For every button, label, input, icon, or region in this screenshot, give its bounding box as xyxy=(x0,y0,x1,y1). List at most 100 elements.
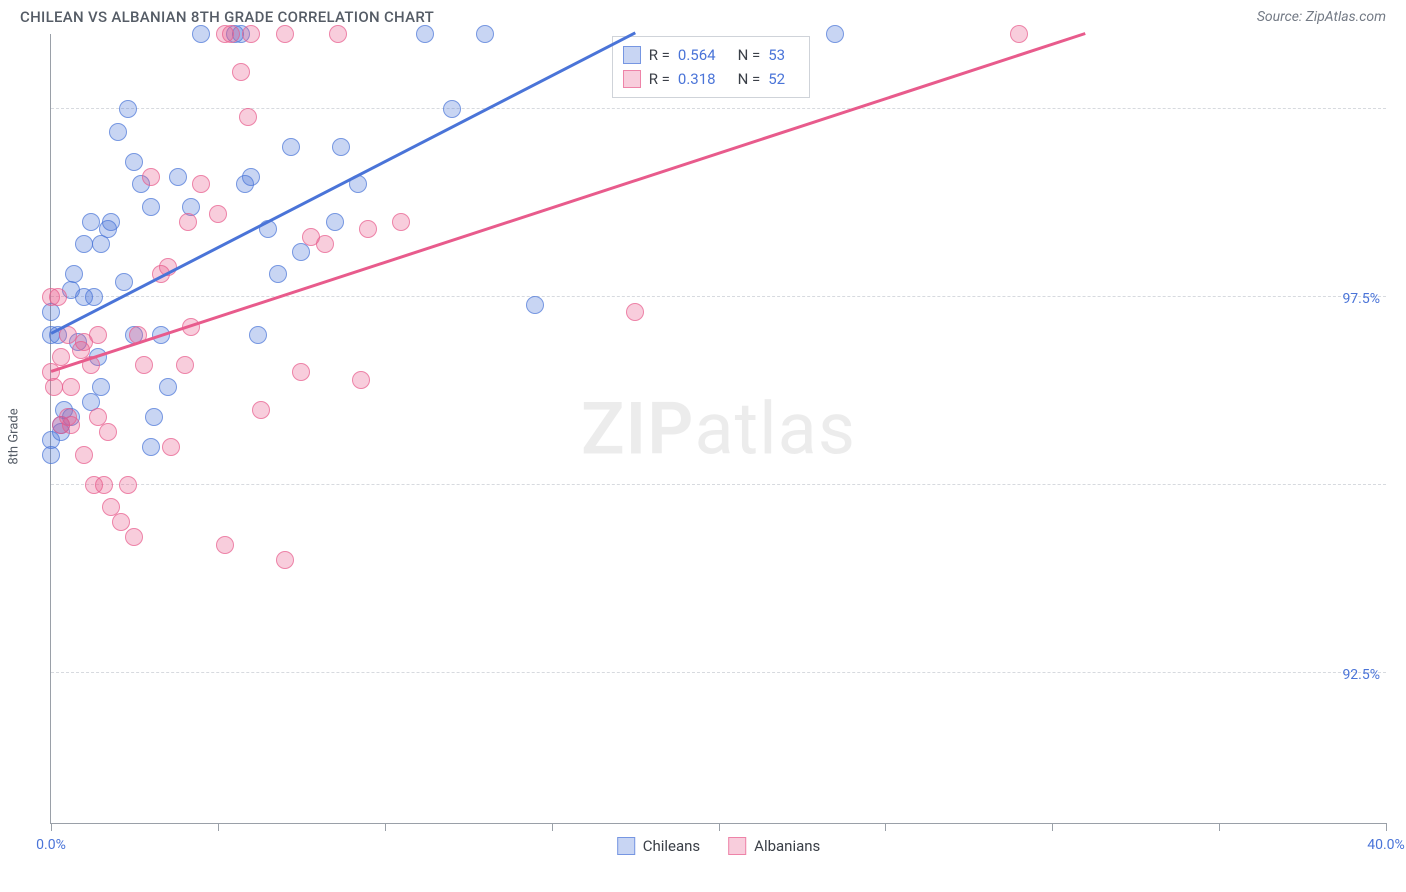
legend-swatch-chileans xyxy=(623,46,641,64)
n-label: N = xyxy=(738,67,761,91)
legend-label-albanians: Albanians xyxy=(754,837,820,855)
scatter-point-chileans xyxy=(526,296,544,314)
scatter-point-albanians xyxy=(162,438,180,456)
x-tick-label: 0.0% xyxy=(36,837,66,853)
scatter-point-chileans xyxy=(269,265,287,283)
scatter-point-chileans xyxy=(102,213,120,231)
scatter-point-chileans xyxy=(326,213,344,231)
scatter-point-albanians xyxy=(119,476,137,494)
correlation-row-albanians: R = 0.318 N = 52 xyxy=(623,67,799,91)
watermark-atlas: atlas xyxy=(694,386,856,471)
correlation-row-chileans: R = 0.564 N = 53 xyxy=(623,43,799,67)
x-tick xyxy=(1386,823,1387,831)
scatter-point-chileans xyxy=(109,123,127,141)
legend-item-chileans: Chileans xyxy=(617,837,700,855)
scatter-point-chileans xyxy=(142,198,160,216)
x-tick xyxy=(719,823,720,831)
scatter-point-albanians xyxy=(276,551,294,569)
scatter-point-albanians xyxy=(142,168,160,186)
scatter-point-albanians xyxy=(626,303,644,321)
scatter-point-albanians xyxy=(112,513,130,531)
y-axis-label: 8th Grade xyxy=(7,408,22,464)
watermark-zip: ZIP xyxy=(581,386,694,471)
r-value-chileans: 0.564 xyxy=(678,43,716,67)
scatter-point-albanians xyxy=(316,235,334,253)
scatter-point-albanians xyxy=(239,108,257,126)
scatter-point-chileans xyxy=(42,446,60,464)
scatter-point-chileans xyxy=(85,288,103,306)
scatter-point-albanians xyxy=(1010,25,1028,43)
scatter-point-chileans xyxy=(75,235,93,253)
legend-swatch-chileans xyxy=(617,837,635,855)
n-value-chileans: 53 xyxy=(768,43,785,67)
watermark: ZIPatlas xyxy=(581,386,856,471)
scatter-point-albanians xyxy=(222,25,240,43)
scatter-point-chileans xyxy=(332,138,350,156)
grid-line-h xyxy=(51,484,1386,485)
scatter-point-albanians xyxy=(135,356,153,374)
scatter-point-albanians xyxy=(89,326,107,344)
x-tick xyxy=(385,823,386,831)
scatter-point-chileans xyxy=(115,273,133,291)
scatter-point-chileans xyxy=(282,138,300,156)
scatter-point-chileans xyxy=(142,438,160,456)
n-value-albanians: 52 xyxy=(768,67,785,91)
x-tick xyxy=(51,823,52,831)
scatter-point-chileans xyxy=(292,243,310,261)
scatter-point-albanians xyxy=(329,25,347,43)
correlation-box: R = 0.564 N = 53 R = 0.318 N = 52 xyxy=(612,36,810,98)
r-label: R = xyxy=(649,67,670,91)
x-tick xyxy=(885,823,886,831)
scatter-point-albanians xyxy=(292,363,310,381)
scatter-point-albanians xyxy=(252,401,270,419)
legend-swatch-albanians xyxy=(623,70,641,88)
scatter-point-albanians xyxy=(49,288,67,306)
y-tick-label: 92.5% xyxy=(1342,667,1380,683)
r-label: R = xyxy=(649,43,670,67)
scatter-point-albanians xyxy=(232,63,250,81)
chart-source: Source: ZipAtlas.com xyxy=(1257,9,1386,25)
scatter-point-chileans xyxy=(476,25,494,43)
scatter-point-chileans xyxy=(145,408,163,426)
chart-title: CHILEAN VS ALBANIAN 8TH GRADE CORRELATIO… xyxy=(20,8,434,26)
scatter-point-chileans xyxy=(65,265,83,283)
scatter-point-chileans xyxy=(443,100,461,118)
r-value-albanians: 0.318 xyxy=(678,67,716,91)
scatter-point-albanians xyxy=(75,446,93,464)
scatter-point-chileans xyxy=(242,168,260,186)
plot-area: ZIPatlas R = 0.564N = 53R = 0.318N = 52 … xyxy=(50,34,1386,824)
scatter-point-albanians xyxy=(176,356,194,374)
title-bar: CHILEAN VS ALBANIAN 8TH GRADE CORRELATIO… xyxy=(0,0,1406,30)
legend-swatch-albanians xyxy=(728,837,746,855)
x-tick xyxy=(552,823,553,831)
scatter-point-chileans xyxy=(92,378,110,396)
scatter-point-albanians xyxy=(359,220,377,238)
scatter-point-albanians xyxy=(62,416,80,434)
scatter-point-albanians xyxy=(95,476,113,494)
grid-line-h xyxy=(51,672,1386,673)
scatter-point-chileans xyxy=(119,100,137,118)
grid-line-h xyxy=(51,296,1386,297)
x-tick xyxy=(218,823,219,831)
legend-label-chileans: Chileans xyxy=(643,837,700,855)
scatter-point-albanians xyxy=(352,371,370,389)
scatter-point-chileans xyxy=(159,378,177,396)
scatter-point-albanians xyxy=(276,25,294,43)
scatter-point-albanians xyxy=(192,175,210,193)
scatter-point-albanians xyxy=(392,213,410,231)
scatter-point-chileans xyxy=(826,25,844,43)
bottom-legend: Chileans Albanians xyxy=(617,837,821,855)
scatter-point-chileans xyxy=(416,25,434,43)
scatter-point-albanians xyxy=(45,378,63,396)
scatter-point-albanians xyxy=(125,528,143,546)
scatter-point-chileans xyxy=(125,153,143,171)
y-tick-label: 97.5% xyxy=(1342,291,1380,307)
n-label: N = xyxy=(738,43,761,67)
scatter-point-albanians xyxy=(99,423,117,441)
scatter-point-chileans xyxy=(249,326,267,344)
x-tick xyxy=(1052,823,1053,831)
x-tick xyxy=(1219,823,1220,831)
scatter-point-albanians xyxy=(216,536,234,554)
x-tick-label: 40.0% xyxy=(1367,837,1405,853)
chart-wrap: 8th Grade ZIPatlas R = 0.564N = 53R = 0.… xyxy=(20,34,1386,824)
